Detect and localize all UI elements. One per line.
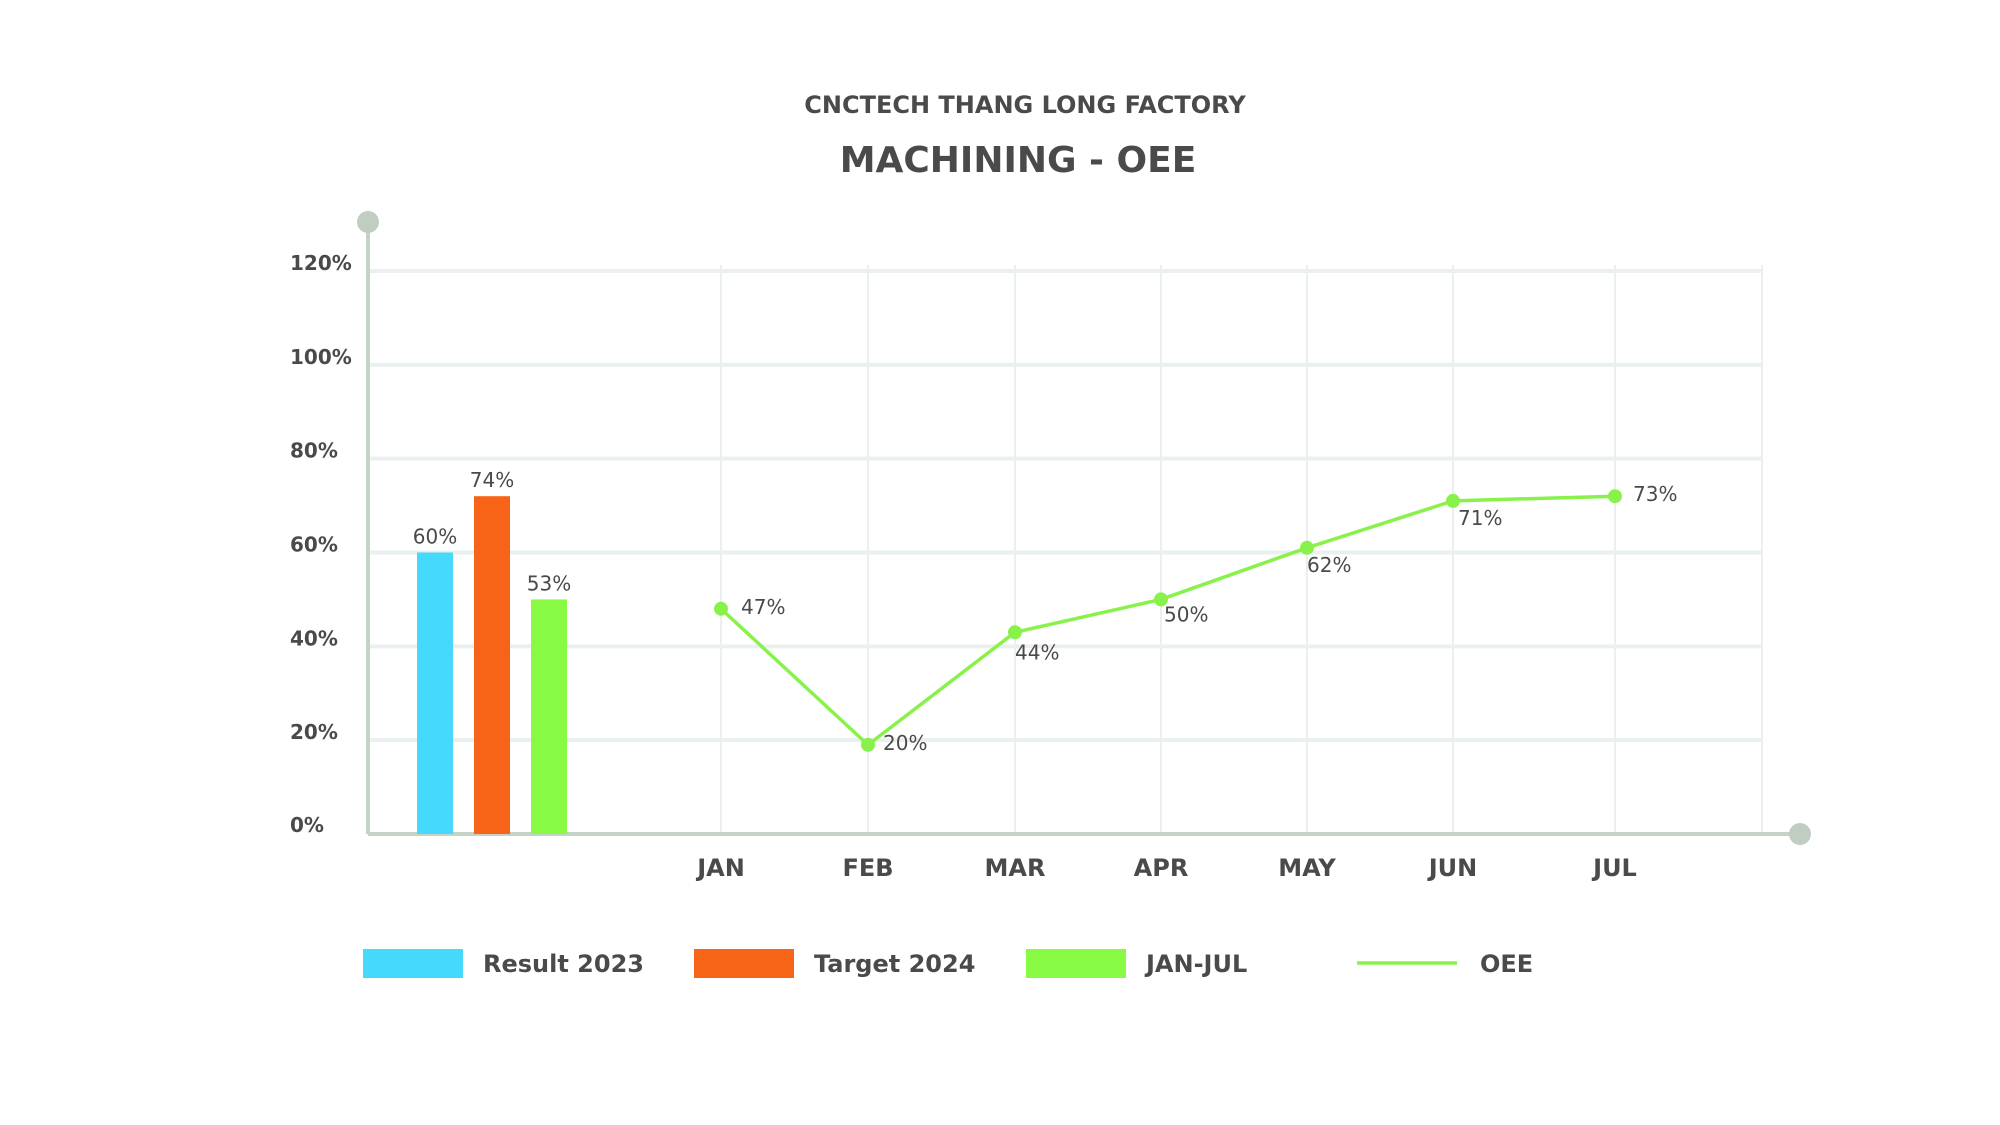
oee-point <box>1008 625 1022 640</box>
x-tick-label: MAR <box>985 854 1046 882</box>
x-tick-label: JUN <box>1427 854 1478 882</box>
legend-label: JAN-JUL <box>1144 950 1247 978</box>
oee-data-label: 47% <box>741 595 785 619</box>
bar-data-label: 74% <box>470 468 514 492</box>
legend-label: Target 2024 <box>814 950 975 978</box>
y-tick-label: 100% <box>290 345 352 369</box>
legend-swatch <box>694 949 794 978</box>
oee-data-label: 71% <box>1458 506 1502 530</box>
oee-data-label: 73% <box>1633 482 1677 506</box>
bar-3 <box>531 599 567 834</box>
legend: Result 2023 Target 2024 JAN-JUL OEE <box>363 949 1533 978</box>
bar-data-label: 60% <box>413 525 457 549</box>
x-tick-label: MAY <box>1278 854 1336 882</box>
bar-data-label: 53% <box>527 571 571 595</box>
y-tick-label: 40% <box>290 626 338 650</box>
oee-point <box>714 601 728 616</box>
oee-point <box>1446 493 1460 508</box>
chart-subtitle: CNCTECH THANG LONG FACTORY <box>804 91 1246 119</box>
y-tick-label: 80% <box>290 439 338 463</box>
oee-data-label: 50% <box>1164 602 1208 626</box>
oee-data-label: 20% <box>883 731 927 755</box>
legend-label: OEE <box>1480 950 1533 978</box>
oee-data-label: 62% <box>1307 553 1351 577</box>
oee-point <box>1154 592 1168 607</box>
oee-line: 47% 20% 44% 50% 62% 71% 73% <box>714 482 1677 755</box>
axes <box>357 211 1811 845</box>
oee-point <box>1608 489 1622 504</box>
x-tick-label: JAN <box>695 854 745 882</box>
bar-2 <box>474 496 510 834</box>
legend-swatch <box>363 949 463 978</box>
grid <box>368 265 1763 834</box>
bars: 60% 74% 53% <box>413 468 571 834</box>
x-tick-label: FEB <box>842 854 893 882</box>
legend-label: Result 2023 <box>483 950 644 978</box>
oee-point <box>1300 540 1314 555</box>
y-tick-label: 120% <box>290 251 352 275</box>
y-tick-label: 20% <box>290 720 338 744</box>
x-tick-labels: JAN FEB MAR APR MAY JUN JUL <box>695 854 1637 882</box>
y-tick-labels: 0% 20% 40% 60% 80% 100% 120% <box>290 251 352 837</box>
y-tick-label: 60% <box>290 533 338 557</box>
bar-1 <box>417 552 453 834</box>
x-tick-label: APR <box>1134 854 1189 882</box>
chart-title: MACHINING - OEE <box>840 140 1197 181</box>
y-tick-label: 0% <box>290 813 324 837</box>
oee-point <box>861 737 875 752</box>
x-axis-end-dot <box>1789 823 1811 845</box>
legend-swatch <box>1026 949 1126 978</box>
oee-data-label: 44% <box>1015 640 1059 664</box>
y-axis-end-dot <box>357 211 379 233</box>
x-tick-label: JUL <box>1591 854 1637 882</box>
